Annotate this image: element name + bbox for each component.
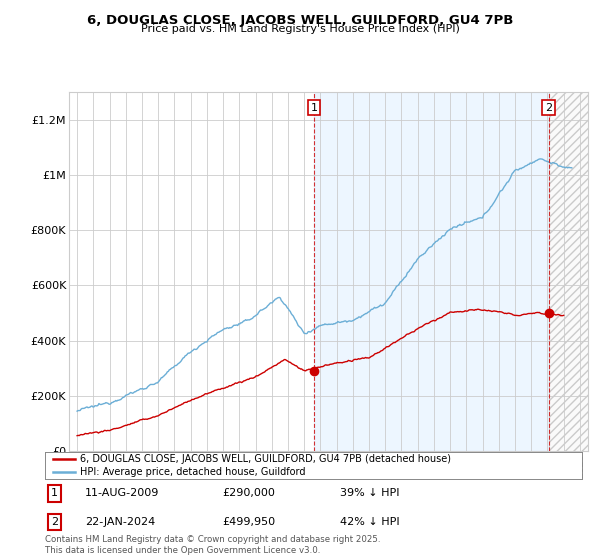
Text: 2: 2 [545,102,552,113]
Text: 1: 1 [311,102,317,113]
Text: Contains HM Land Registry data © Crown copyright and database right 2025.
This d: Contains HM Land Registry data © Crown c… [45,535,380,555]
Text: 2: 2 [51,517,58,527]
Text: £290,000: £290,000 [222,488,275,498]
Text: £499,950: £499,950 [222,517,275,527]
Text: 6, DOUGLAS CLOSE, JACOBS WELL, GUILDFORD, GU4 7PB: 6, DOUGLAS CLOSE, JACOBS WELL, GUILDFORD… [87,14,513,27]
Text: 11-AUG-2009: 11-AUG-2009 [85,488,160,498]
Text: 6, DOUGLAS CLOSE, JACOBS WELL, GUILDFORD, GU4 7PB (detached house): 6, DOUGLAS CLOSE, JACOBS WELL, GUILDFORD… [80,455,451,464]
Text: 39% ↓ HPI: 39% ↓ HPI [340,488,400,498]
Text: 22-JAN-2024: 22-JAN-2024 [85,517,155,527]
Text: Price paid vs. HM Land Registry's House Price Index (HPI): Price paid vs. HM Land Registry's House … [140,24,460,34]
Text: HPI: Average price, detached house, Guildford: HPI: Average price, detached house, Guil… [80,467,305,477]
Text: 1: 1 [51,488,58,498]
Text: 42% ↓ HPI: 42% ↓ HPI [340,517,400,527]
